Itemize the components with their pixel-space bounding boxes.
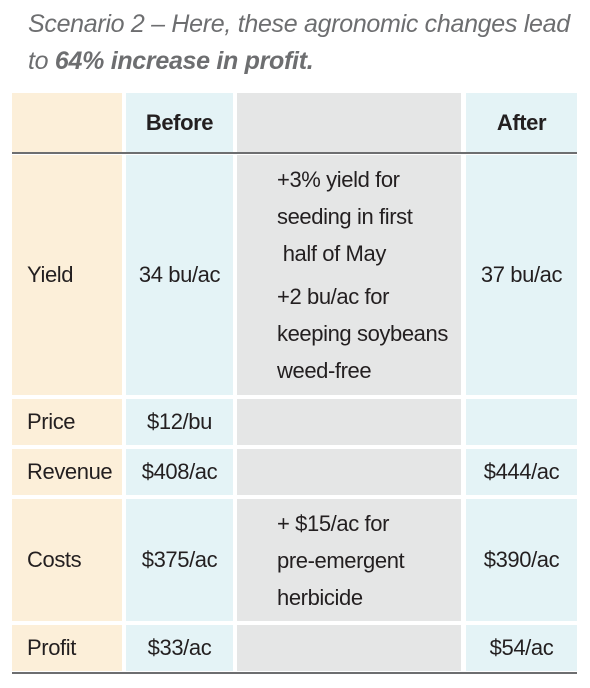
row-label-price: Price [12,399,122,445]
row-label-profit: Profit [12,625,122,671]
caption-text: Scenario 2 – Here, these agronomic chang… [28,10,570,75]
row-after-revenue: $444/ac [466,449,577,495]
row-before-profit: $33/ac [126,625,233,671]
row-change-yield: +3% yield for seeding in first half of M… [237,155,461,395]
header-before: Before [126,93,233,153]
row-before-price: $12/bu [126,399,233,445]
row-change-costs: + $15/ac for pre-emergent herbicide [237,499,461,621]
row-before-yield: 34 bu/ac [126,155,233,395]
change-line: +2 bu/ac for [277,284,389,309]
header-label-cell [12,93,122,153]
row-change-revenue [237,449,461,495]
row-after-yield: 37 bu/ac [466,155,577,395]
row-label-revenue: Revenue [12,449,122,495]
change-line: seeding in first [277,204,413,229]
row-change-price [237,399,461,445]
header-after: After [466,93,577,153]
change-line: + $15/ac for [277,510,389,536]
bottom-rule [12,672,577,674]
row-after-price [466,399,577,445]
row-after-profit: $54/ac [466,625,577,671]
row-change-profit [237,625,461,671]
comparison-table: Before After Yield 34 bu/ac +3% yield fo… [12,93,577,678]
row-label-yield: Yield [12,155,122,395]
row-after-costs: $390/ac [466,499,577,621]
row-before-revenue: $408/ac [126,449,233,495]
row-before-costs: $375/ac [126,499,233,621]
row-label-costs: Costs [12,499,122,621]
header-change-cell [237,93,461,153]
header-rule [12,152,577,154]
change-line: pre-emergent [277,547,405,573]
change-line: keeping soybeans [277,321,448,346]
change-line: +3% yield for [277,167,400,192]
change-line: weed-free [277,358,372,383]
change-line: half of May [277,241,387,266]
change-line: herbicide [277,584,363,610]
caption-highlight: 64% increase in profit. [54,47,314,75]
scenario-caption: Scenario 2 – Here, these agronomic chang… [28,6,583,80]
